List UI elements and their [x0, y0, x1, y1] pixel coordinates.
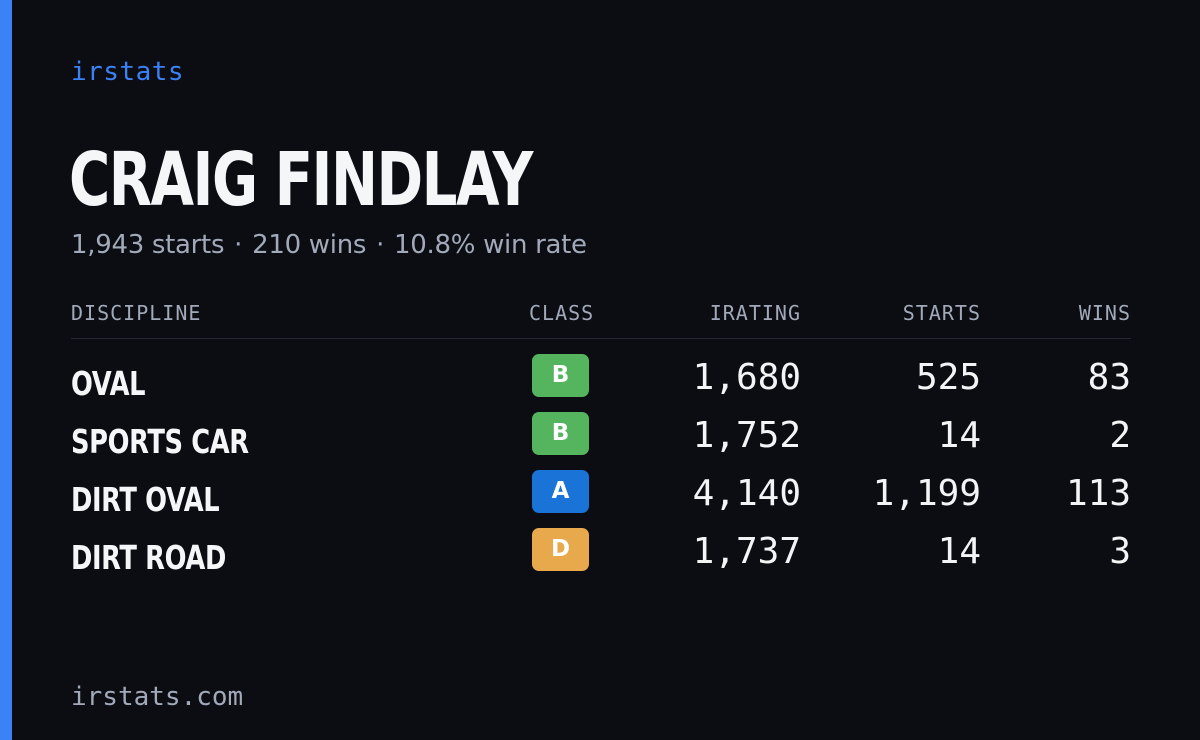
starts-value: 14: [937, 531, 981, 572]
irating-value: 1,680: [692, 357, 801, 398]
summary-separator: ·: [376, 230, 385, 260]
starts-value: 525: [915, 357, 981, 398]
footer-url-link[interactable]: irstats.com: [71, 682, 244, 712]
driver-name: CRAIG FINDLAY: [69, 137, 533, 223]
table-row: DIRT ROAD D 1,737 14 3: [71, 526, 1131, 584]
stats-table-header: DISCIPLINE CLASS IRATING STARTS WINS: [71, 300, 1131, 339]
summary-win-rate: 10.8% win rate: [394, 230, 587, 260]
brand-logo[interactable]: irstats: [71, 57, 185, 87]
class-badge: D: [532, 528, 589, 571]
wins-value: 83: [1087, 357, 1131, 398]
header-discipline: DISCIPLINE: [71, 301, 202, 325]
table-row: DIRT OVAL A 4,140 1,199 113: [71, 468, 1131, 526]
starts-value: 1,199: [872, 473, 981, 514]
header-starts: STARTS: [902, 301, 981, 325]
table-row: OVAL B 1,680 525 83: [71, 352, 1131, 410]
wins-value: 113: [1065, 473, 1131, 514]
wins-value: 3: [1109, 531, 1131, 572]
starts-value: 14: [937, 415, 981, 456]
summary-starts: 1,943 starts: [71, 230, 225, 260]
discipline-name: SPORTS CAR: [71, 422, 249, 461]
discipline-name: DIRT OVAL: [71, 480, 220, 519]
class-badge: B: [532, 354, 589, 397]
class-badge: A: [532, 470, 589, 513]
summary-separator: ·: [234, 230, 243, 260]
table-row: SPORTS CAR B 1,752 14 2: [71, 410, 1131, 468]
irating-value: 1,737: [692, 531, 801, 572]
class-badge: B: [532, 412, 589, 455]
irating-value: 1,752: [692, 415, 801, 456]
driver-summary: 1,943 starts · 210 wins · 10.8% win rate: [71, 228, 587, 262]
discipline-name: OVAL: [71, 364, 146, 403]
accent-bar: [0, 0, 12, 740]
discipline-name: DIRT ROAD: [71, 538, 226, 577]
header-class: CLASS: [529, 301, 595, 325]
wins-value: 2: [1109, 415, 1131, 456]
stats-table-body: OVAL B 1,680 525 83 SPORTS CAR B 1,752 1…: [71, 352, 1131, 584]
header-wins: WINS: [1078, 301, 1131, 325]
irating-value: 4,140: [692, 473, 801, 514]
header-irating: IRATING: [709, 301, 801, 325]
summary-wins: 210 wins: [252, 230, 367, 260]
